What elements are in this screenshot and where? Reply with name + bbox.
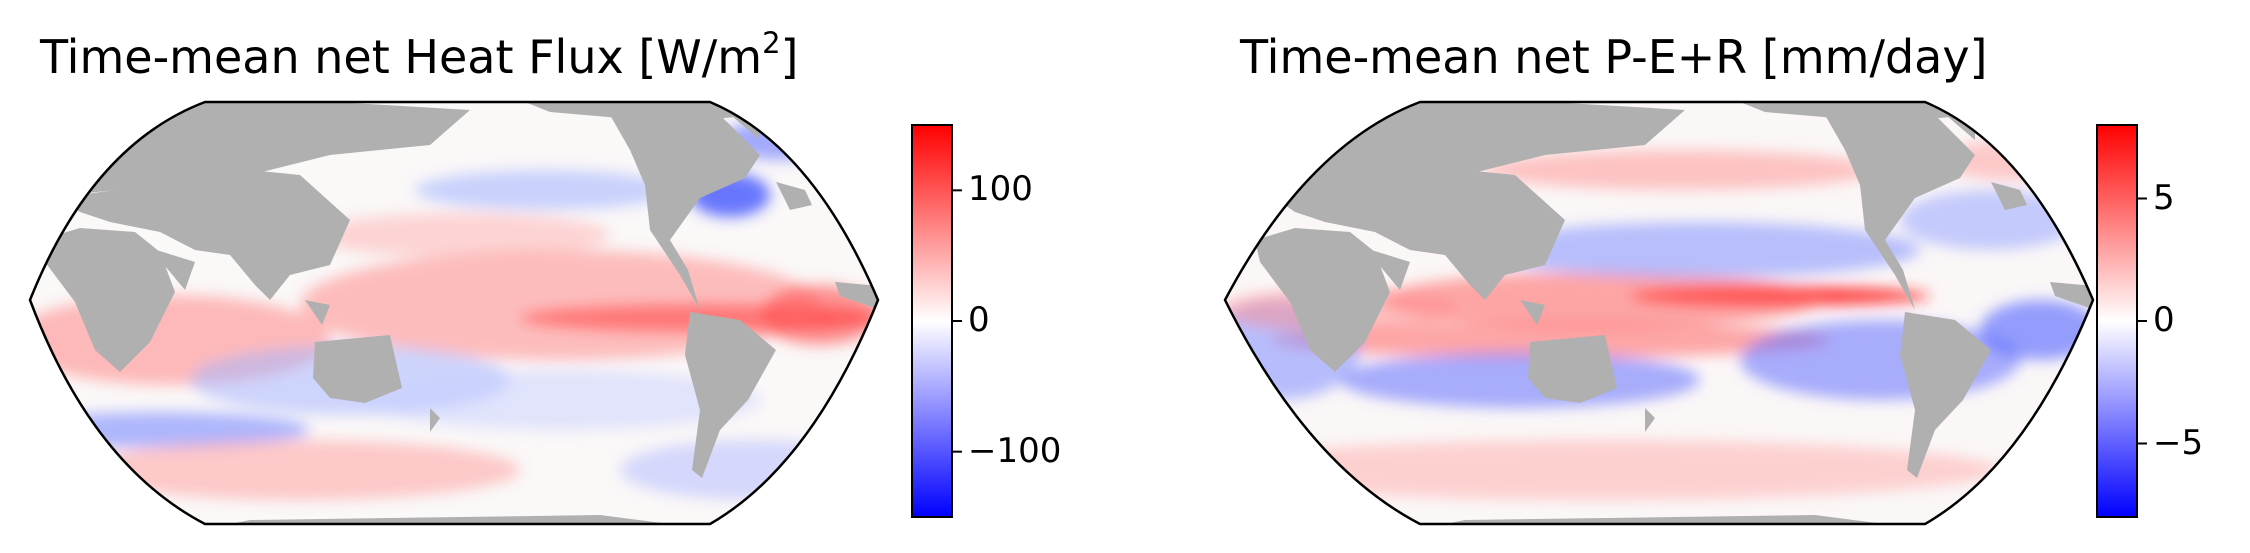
left-title-main: Time-mean net Heat Flux [W/m	[40, 30, 763, 84]
heat-flux-colorbar-tickmarks	[952, 189, 962, 453]
per-tick-label: −5	[2153, 422, 2204, 463]
right-map-title: Time-mean net P-E+R [mm/day]	[1240, 30, 1988, 84]
per-map	[1225, 102, 2093, 524]
heat-flux-tick-label: 0	[968, 300, 990, 340]
per-colorbar-tickmarks	[2137, 197, 2147, 445]
per-colorbar	[2096, 124, 2138, 518]
heat-flux-tick-label: −100	[968, 430, 1062, 471]
per-tick-label: 5	[2153, 177, 2175, 218]
per-field	[1225, 140, 2093, 500]
per-tick-label: 0	[2153, 300, 2175, 340]
land-masses	[40, 102, 878, 524]
per-map-border	[1223, 100, 2095, 526]
left-map-title: Time-mean net Heat Flux [W/m2]	[40, 28, 799, 84]
left-title-end: ]	[780, 30, 799, 84]
heat-flux-colorbar	[911, 124, 953, 518]
heat-flux-map-border	[28, 100, 880, 526]
left-title-superscript: 2	[762, 25, 781, 60]
heat-flux-tick-label: 100	[968, 169, 1033, 210]
